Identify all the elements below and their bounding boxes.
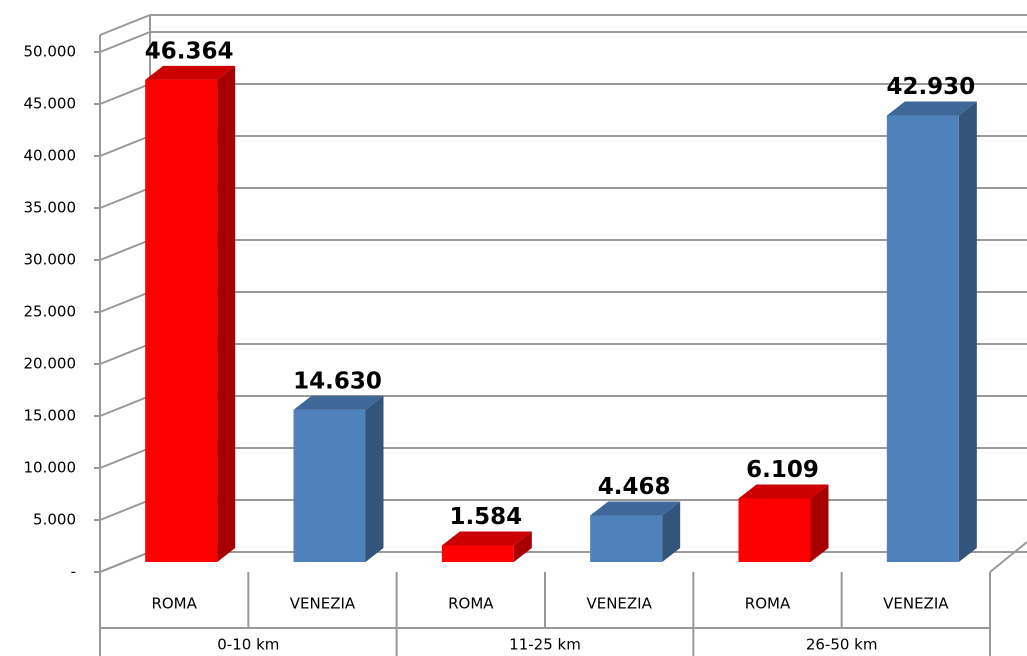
x-tick-label: ROMA <box>745 595 791 613</box>
bar <box>738 498 811 562</box>
x-tick-label: VENEZIA <box>883 595 949 613</box>
bar-top <box>886 101 977 116</box>
y-tick-label: 5.000 <box>33 511 76 529</box>
bar-side <box>513 531 532 562</box>
y-tick-label: 25.000 <box>24 303 77 321</box>
y-tick-label: - <box>71 563 76 581</box>
y-tick-label: 35.000 <box>24 199 77 217</box>
bar-top <box>145 65 236 80</box>
group-label: 0-10 km <box>217 636 279 654</box>
value-label: 14.630 <box>293 368 382 394</box>
value-label: 4.468 <box>598 474 671 500</box>
y-tick-label: 50.000 <box>24 43 77 61</box>
grid-line <box>99 31 1027 53</box>
bar-side <box>365 395 384 562</box>
bar-side <box>810 484 829 562</box>
y-tick-label: 10.000 <box>24 459 77 477</box>
value-label: 6.109 <box>746 457 819 483</box>
bar <box>886 115 959 562</box>
group-label: 26-50 km <box>806 636 878 654</box>
value-label: 42.930 <box>886 74 975 100</box>
x-tick-label: ROMA <box>151 595 197 613</box>
y-tick-label: 20.000 <box>24 355 77 373</box>
bar-top <box>293 395 384 410</box>
bar-side <box>958 101 977 562</box>
value-label: 1.584 <box>449 504 522 530</box>
bar-top <box>441 531 532 546</box>
y-tick-label: 30.000 <box>24 251 77 269</box>
y-tick-label: 40.000 <box>24 147 77 165</box>
x-tick-label: VENEZIA <box>290 595 356 613</box>
x-tick-label: ROMA <box>448 595 494 613</box>
bar-side <box>662 501 681 562</box>
wall-side-top <box>99 14 151 36</box>
bar <box>441 545 514 562</box>
bar <box>590 515 663 562</box>
x-tick-label: VENEZIA <box>586 595 652 613</box>
group-label: 11-25 km <box>509 636 581 654</box>
y-tick-label: 45.000 <box>24 95 77 113</box>
bar-side <box>217 65 236 563</box>
bar <box>145 79 218 563</box>
bar-top <box>590 501 681 516</box>
bar <box>293 409 366 562</box>
value-label: 46.364 <box>145 38 234 64</box>
y-tick-label: 15.000 <box>24 407 77 425</box>
bar-top <box>738 484 829 499</box>
